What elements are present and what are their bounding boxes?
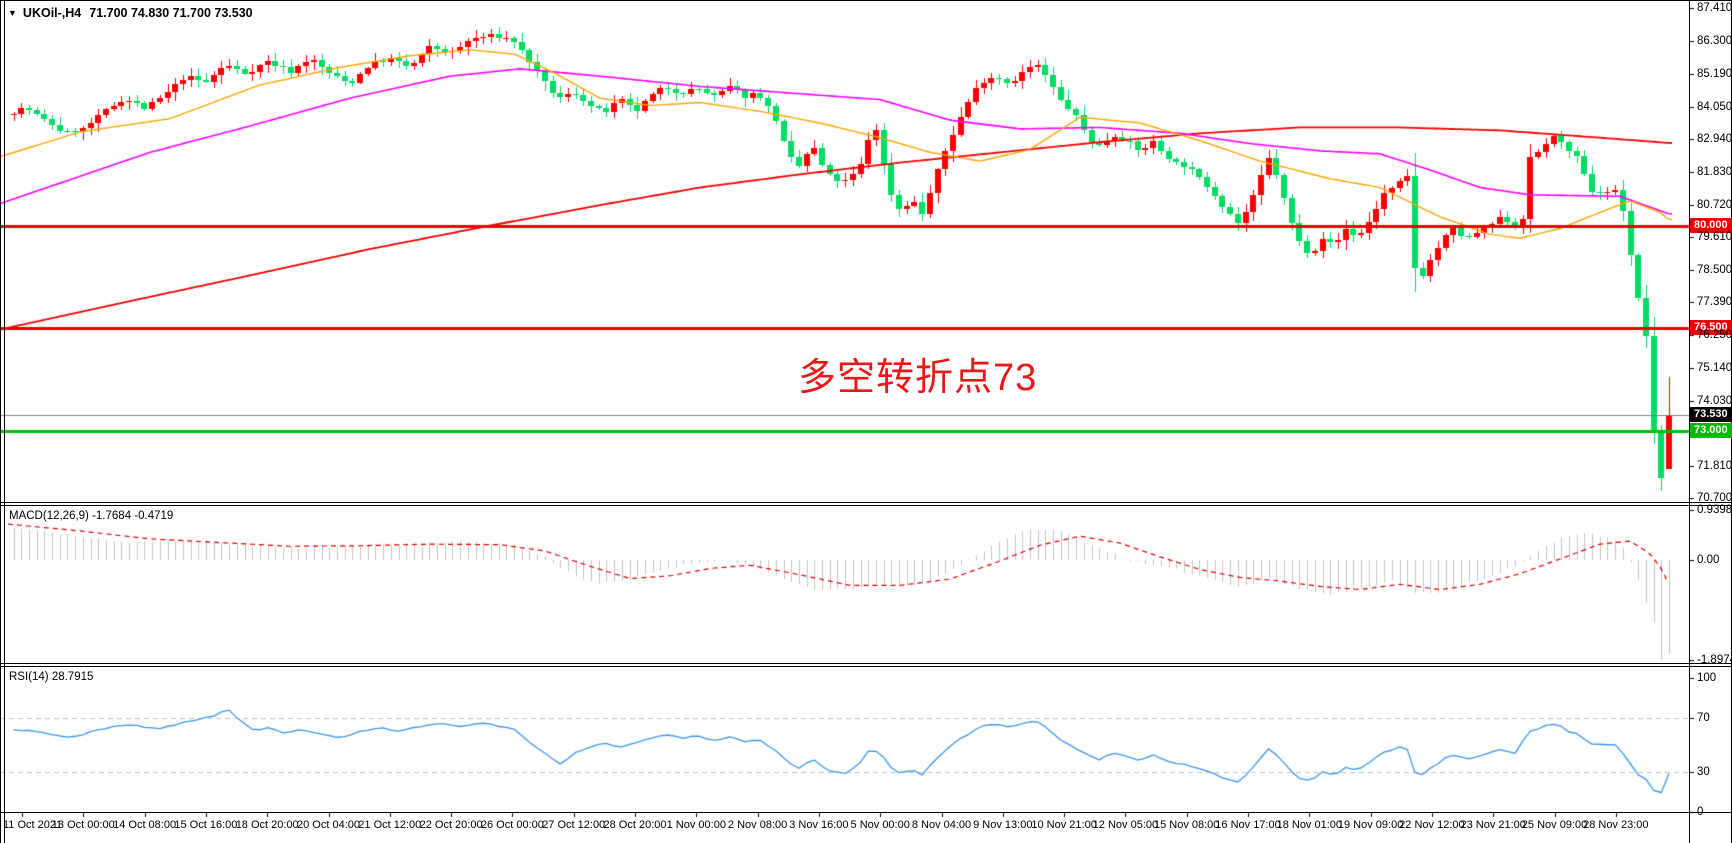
- time-axis-label: 27 Oct 12:00: [542, 819, 606, 831]
- price-tick-label: 84.050: [1697, 100, 1732, 113]
- macd-rsi-divider[interactable]: [0, 663, 1732, 664]
- window-left-border: [0, 0, 1, 843]
- rsi-tick-label: 100: [1697, 672, 1717, 684]
- symbol-dropdown-icon[interactable]: ▼: [8, 8, 17, 18]
- time-axis-label: 15 Nov 08:00: [1153, 819, 1220, 831]
- time-axis-label: 15 Oct 16:00: [174, 819, 238, 831]
- time-axis-label: 9 Nov 13:00: [973, 819, 1033, 831]
- time-axis-label: 2 Nov 08:00: [727, 819, 788, 831]
- main-macd-divider-2[interactable]: [0, 505, 1732, 506]
- chart-annotation-text: 多空转折点73: [798, 357, 1038, 399]
- macd-indicator-label: MACD(12,26,9) -1.7684 -0.4719: [9, 510, 174, 522]
- rsi-timeaxis-divider: [0, 812, 1732, 813]
- time-axis-label: 3 Nov 16:00: [789, 819, 849, 831]
- time-axis-label: 18 Oct 20:00: [235, 819, 299, 831]
- time-axis-label: 21 Oct 12:00: [358, 819, 422, 831]
- price-tick-label: 76.250: [1697, 329, 1732, 342]
- price-tick-label: 70.700: [1697, 492, 1732, 505]
- time-axis-label: 28 Nov 23:00: [1583, 819, 1649, 831]
- rsi-tick-label: 30: [1697, 765, 1710, 778]
- ohlc-values: 71.700 74.830 71.700 73.530: [89, 6, 253, 20]
- price-axis-line: [1689, 0, 1690, 843]
- time-axis-label: 22 Nov 12:00: [1399, 819, 1465, 831]
- time-axis-label: 16 Nov 17:00: [1215, 819, 1281, 831]
- time-axis-label: 14 Oct 08:00: [113, 819, 177, 831]
- time-axis-label: 10 Nov 21:00: [1031, 819, 1097, 831]
- macd-tick-label: -1.8974: [1697, 654, 1732, 666]
- chart-ohlc-title: ▼ UKOil-,H4 71.700 74.830 71.700 73.530: [8, 6, 253, 20]
- time-axis-label: 8 Nov 04:00: [911, 819, 972, 831]
- rsi-tick-label: 0: [1697, 806, 1704, 818]
- time-axis-label: 5 Nov 00:00: [850, 819, 910, 831]
- price-tick-label: 75.140: [1697, 362, 1732, 374]
- symbol-name: UKOil-,H4: [22, 6, 82, 20]
- time-axis-label: 28 Oct 20:00: [603, 819, 667, 831]
- price-tick-label: 74.030: [1697, 394, 1732, 407]
- price-tick-label: 82.940: [1697, 133, 1732, 146]
- price-line-box: 73.000: [1690, 423, 1732, 438]
- time-axis-label: 20 Oct 04:00: [297, 819, 360, 831]
- price-tick-label: 87.410: [1697, 2, 1732, 15]
- rsi-tick-label: 70: [1697, 712, 1710, 725]
- chart-left-border: [4, 0, 5, 843]
- macd-tick-label: 0.00: [1697, 554, 1720, 566]
- price-tick-label: 77.390: [1697, 296, 1732, 309]
- time-axis-label: 26 Oct 00:00: [480, 819, 544, 831]
- time-axis-label: 12 Nov 05:00: [1092, 819, 1159, 831]
- price-tick-label: 85.190: [1697, 67, 1732, 80]
- rsi-indicator-label: RSI(14) 28.7915: [9, 671, 94, 683]
- time-axis-label: 25 Nov 09:00: [1521, 819, 1588, 831]
- window-top-border: [0, 0, 1732, 1]
- price-tick-label: 71.810: [1697, 459, 1732, 472]
- time-axis-label: 1 Nov 00:00: [666, 819, 726, 831]
- price-tick-label: 86.300: [1697, 35, 1732, 48]
- time-axis-label: 13 Oct 00:00: [51, 819, 115, 831]
- macd-tick-label: 0.9398: [1697, 504, 1732, 517]
- main-macd-divider[interactable]: [0, 502, 1732, 503]
- time-axis-label: 11 Oct 2021: [3, 819, 63, 831]
- price-line-box: 76.500: [1690, 320, 1732, 335]
- macd-rsi-divider-2[interactable]: [0, 666, 1732, 667]
- price-line-box: 80.000: [1690, 218, 1732, 233]
- price-tick-label: 78.500: [1697, 263, 1732, 276]
- price-tick-label: 79.610: [1697, 231, 1732, 244]
- time-axis-label: 22 Oct 20:00: [419, 819, 483, 831]
- price-tick-label: 81.830: [1697, 165, 1732, 178]
- time-axis-label: 19 Nov 09:00: [1337, 819, 1404, 831]
- time-axis-label: 23 Nov 21:00: [1460, 819, 1526, 831]
- price-tick-label: 80.720: [1697, 198, 1732, 211]
- time-axis-label: 18 Nov 01:00: [1276, 819, 1343, 831]
- price-line-box: 73.530: [1690, 407, 1732, 422]
